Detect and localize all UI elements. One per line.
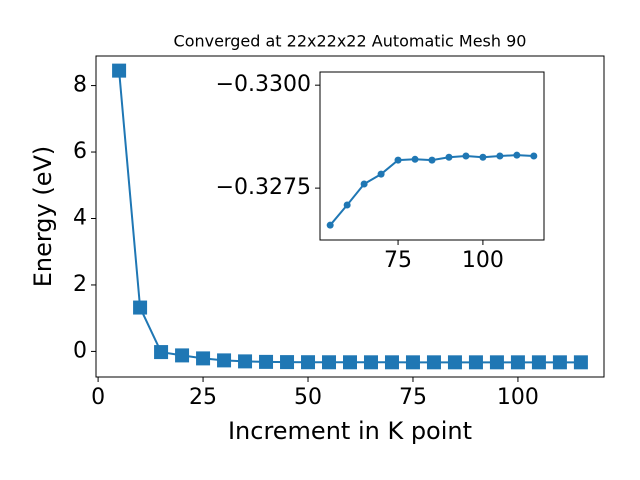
point [405, 355, 420, 370]
x-tick-label: 75 [399, 385, 427, 410]
point [112, 63, 127, 78]
y-tick-label: 8 [73, 73, 87, 98]
point [462, 152, 470, 160]
point [411, 155, 419, 163]
x-tick-label: 0 [91, 385, 105, 410]
point [238, 354, 253, 369]
chart-title: Converged at 22x22x22 Automatic Mesh 90 [174, 32, 527, 51]
x-axis-label: Increment in K point [228, 417, 472, 445]
point [489, 355, 504, 370]
point [217, 353, 232, 368]
point [363, 355, 378, 370]
y-tick-label: −0.3275 [216, 175, 311, 200]
point [510, 355, 525, 370]
point [479, 153, 487, 161]
point [280, 355, 295, 370]
point [175, 348, 190, 363]
y-tick-label: −0.3300 [216, 72, 311, 97]
y-axis-label: Energy (eV) [29, 146, 57, 288]
x-tick-label: 100 [462, 248, 504, 273]
point [394, 156, 402, 164]
point [360, 180, 368, 188]
point [445, 153, 453, 161]
x-tick-label: 50 [294, 385, 322, 410]
y-tick-label: 6 [73, 139, 87, 164]
point [573, 355, 588, 370]
point [377, 170, 385, 178]
point [531, 355, 546, 370]
point [154, 345, 169, 360]
point [428, 156, 436, 164]
point [343, 201, 351, 209]
point [513, 151, 521, 159]
point [530, 152, 538, 160]
point [447, 355, 462, 370]
point [552, 355, 567, 370]
point [384, 355, 399, 370]
point [196, 351, 211, 366]
point [259, 354, 274, 369]
x-tick-label: 25 [189, 385, 217, 410]
point [343, 355, 357, 370]
x-tick-label: 75 [384, 248, 412, 273]
y-tick-label: 0 [73, 338, 87, 363]
point [468, 355, 483, 370]
x-tick-label: 100 [497, 385, 539, 410]
point [496, 152, 504, 160]
point [133, 300, 148, 315]
plot-frame [95, 55, 605, 378]
point [326, 221, 334, 229]
y-tick-label: 4 [73, 205, 87, 230]
point [301, 355, 316, 370]
point [426, 355, 441, 370]
plot-frame [319, 71, 545, 241]
point [322, 355, 337, 370]
y-tick-label: 2 [73, 272, 87, 297]
